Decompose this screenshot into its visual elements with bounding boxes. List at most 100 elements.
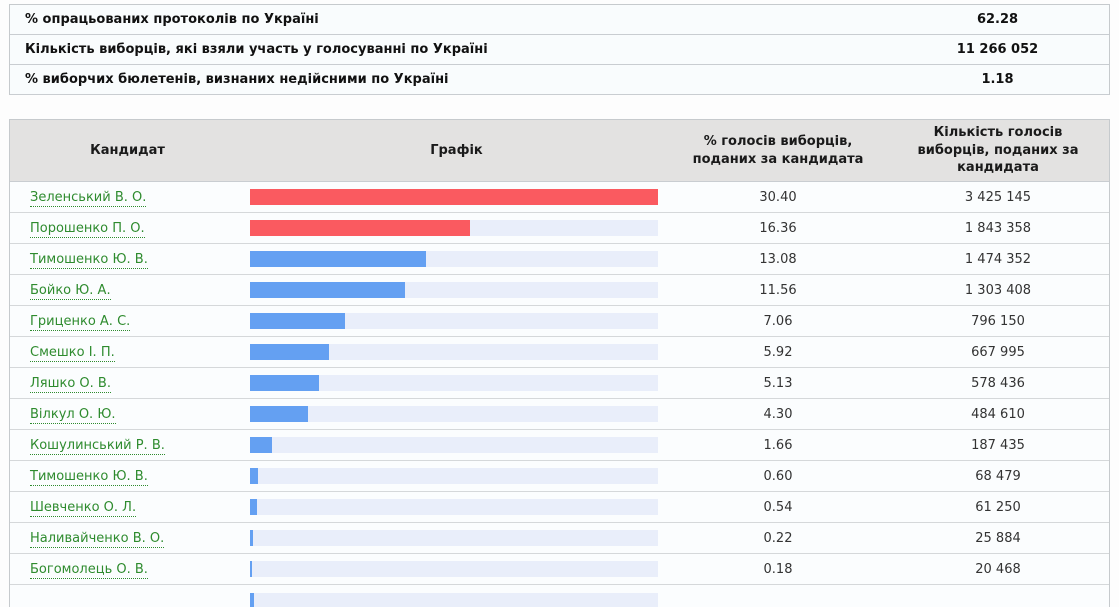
- bar-track: [250, 282, 658, 298]
- candidate-cell: Гриценко А. С.: [10, 313, 245, 331]
- candidate-link[interactable]: Тимошенко Ю. В.: [30, 468, 148, 486]
- graph-cell: [245, 468, 668, 484]
- bar-track: [250, 437, 658, 453]
- percent-value: 0.60: [763, 468, 793, 484]
- result-bar: [250, 189, 658, 205]
- table-row: Наливайченко В. О. 0.22 25 884: [10, 523, 1109, 554]
- result-bar: [250, 251, 426, 267]
- percent-value: 0.54: [763, 499, 793, 515]
- result-bar: [250, 592, 255, 607]
- result-bar: [250, 282, 406, 298]
- bar-track: [250, 220, 658, 236]
- candidate-link[interactable]: Шевченко О. Л.: [30, 499, 137, 517]
- result-bar: [250, 375, 319, 391]
- table-row: Кошулинський Р. В. 1.66 187 435: [10, 430, 1109, 461]
- table-row: Гриценко А. С. 7.06 796 150: [10, 306, 1109, 337]
- percent-value: 16.36: [759, 220, 797, 236]
- candidate-link[interactable]: Гриценко А. С.: [30, 313, 131, 331]
- graph-cell: [245, 406, 668, 422]
- bar-track: [250, 375, 658, 391]
- table-row: Шевченко О. Л. 0.54 61 250: [10, 492, 1109, 523]
- graph-cell: [245, 561, 668, 577]
- candidate-link[interactable]: Богомолець О. В.: [30, 561, 148, 579]
- result-bar: [250, 468, 259, 484]
- votes-value: 1 843 358: [964, 220, 1032, 236]
- header-graph: Графік: [430, 142, 483, 158]
- graph-cell: [245, 344, 668, 360]
- graph-cell: [245, 189, 668, 205]
- candidate-link[interactable]: Смешко І. П.: [30, 344, 115, 362]
- candidate-link[interactable]: Кошулинський Р. В.: [30, 437, 165, 455]
- summary-value: 11 266 052: [956, 42, 1039, 57]
- result-bar: [250, 530, 253, 546]
- percent-value: 1.66: [763, 437, 793, 453]
- table-row: Богомолець О. В. 0.18 20 468: [10, 554, 1109, 585]
- bar-track: [250, 313, 658, 329]
- bar-track: [250, 406, 658, 422]
- percent-value: 11.56: [759, 282, 797, 298]
- bar-track: [250, 499, 658, 515]
- votes-value: 25 884: [975, 530, 1021, 546]
- graph-cell: [245, 592, 668, 607]
- percent-value: 0.22: [763, 530, 793, 546]
- votes-value: 68 479: [975, 468, 1021, 484]
- candidate-cell: Зеленський В. О.: [10, 189, 245, 207]
- votes-value: 1 474 352: [964, 251, 1032, 267]
- bar-track: [250, 251, 658, 267]
- candidate-link[interactable]: Порошенко П. О.: [30, 220, 145, 238]
- votes-value: 796 150: [971, 313, 1025, 329]
- table-row: Тимошенко Ю. В. 0.60 68 479: [10, 461, 1109, 492]
- candidate-cell: Ляшко О. В.: [10, 375, 245, 393]
- votes-value: 667 995: [971, 344, 1025, 360]
- candidate-link[interactable]: Зеленський В. О.: [30, 189, 147, 207]
- candidate-cell: Порошенко П. О.: [10, 220, 245, 238]
- graph-cell: [245, 375, 668, 391]
- votes-value: 20 468: [975, 561, 1021, 577]
- candidate-link[interactable]: Бойко Ю. А.: [30, 282, 111, 300]
- summary-row-invalid-ballots: % виборчих бюлетенів, визнаних недійсним…: [10, 65, 1109, 95]
- bar-track: [250, 468, 658, 484]
- candidate-link[interactable]: Вілкул О. Ю.: [30, 406, 116, 424]
- graph-cell: [245, 282, 668, 298]
- table-row: [10, 585, 1109, 607]
- bar-track: [250, 189, 658, 205]
- candidate-cell: Наливайченко В. О.: [10, 530, 245, 548]
- candidate-link[interactable]: Тимошенко Ю. В.: [30, 251, 148, 269]
- bar-track: [250, 530, 658, 546]
- table-row: Вілкул О. Ю. 4.30 484 610: [10, 399, 1109, 430]
- candidate-link[interactable]: Ляшко О. В.: [30, 375, 111, 393]
- summary-value: 1.18: [981, 72, 1014, 87]
- table-row: Тимошенко Ю. В. 13.08 1 474 352: [10, 244, 1109, 275]
- votes-value: 1 303 408: [964, 282, 1032, 298]
- header-candidate: Кандидат: [90, 142, 165, 158]
- result-bar: [250, 344, 330, 360]
- percent-value: 5.92: [763, 344, 793, 360]
- percent-value: 7.06: [763, 313, 793, 329]
- votes-value: 187 435: [971, 437, 1025, 453]
- percent-value: 13.08: [759, 251, 797, 267]
- bar-track: [250, 561, 658, 577]
- votes-value: 484 610: [971, 406, 1025, 422]
- candidate-link[interactable]: Наливайченко В. О.: [30, 530, 165, 548]
- candidate-cell: Вілкул О. Ю.: [10, 406, 245, 424]
- graph-cell: [245, 530, 668, 546]
- percent-value: 0.18: [763, 561, 793, 577]
- table-row: Порошенко П. О. 16.36 1 843 358: [10, 213, 1109, 244]
- summary-row-protocols: % опрацьованих протоколів по Україні 62.…: [10, 5, 1109, 35]
- summary-row-turnout: Кількість виборців, які взяли участь у г…: [10, 35, 1109, 65]
- table-row: Зеленський В. О. 30.40 3 425 145: [10, 182, 1109, 213]
- graph-cell: [245, 499, 668, 515]
- table-row: Ляшко О. В. 5.13 578 436: [10, 368, 1109, 399]
- votes-value: 578 436: [971, 375, 1025, 391]
- graph-cell: [245, 437, 668, 453]
- results-table: Кандидат Графік % голосів виборців, пода…: [9, 119, 1110, 607]
- candidate-cell: Кошулинський Р. В.: [10, 437, 245, 455]
- result-bar: [250, 220, 470, 236]
- summary-label: % виборчих бюлетенів, визнаних недійсним…: [25, 72, 449, 87]
- result-bar: [250, 437, 273, 453]
- graph-cell: [245, 220, 668, 236]
- percent-value: 4.30: [763, 406, 793, 422]
- header-votes: Кількість голосів виборців, поданих за к…: [917, 125, 1079, 176]
- summary-value: 62.28: [976, 12, 1019, 27]
